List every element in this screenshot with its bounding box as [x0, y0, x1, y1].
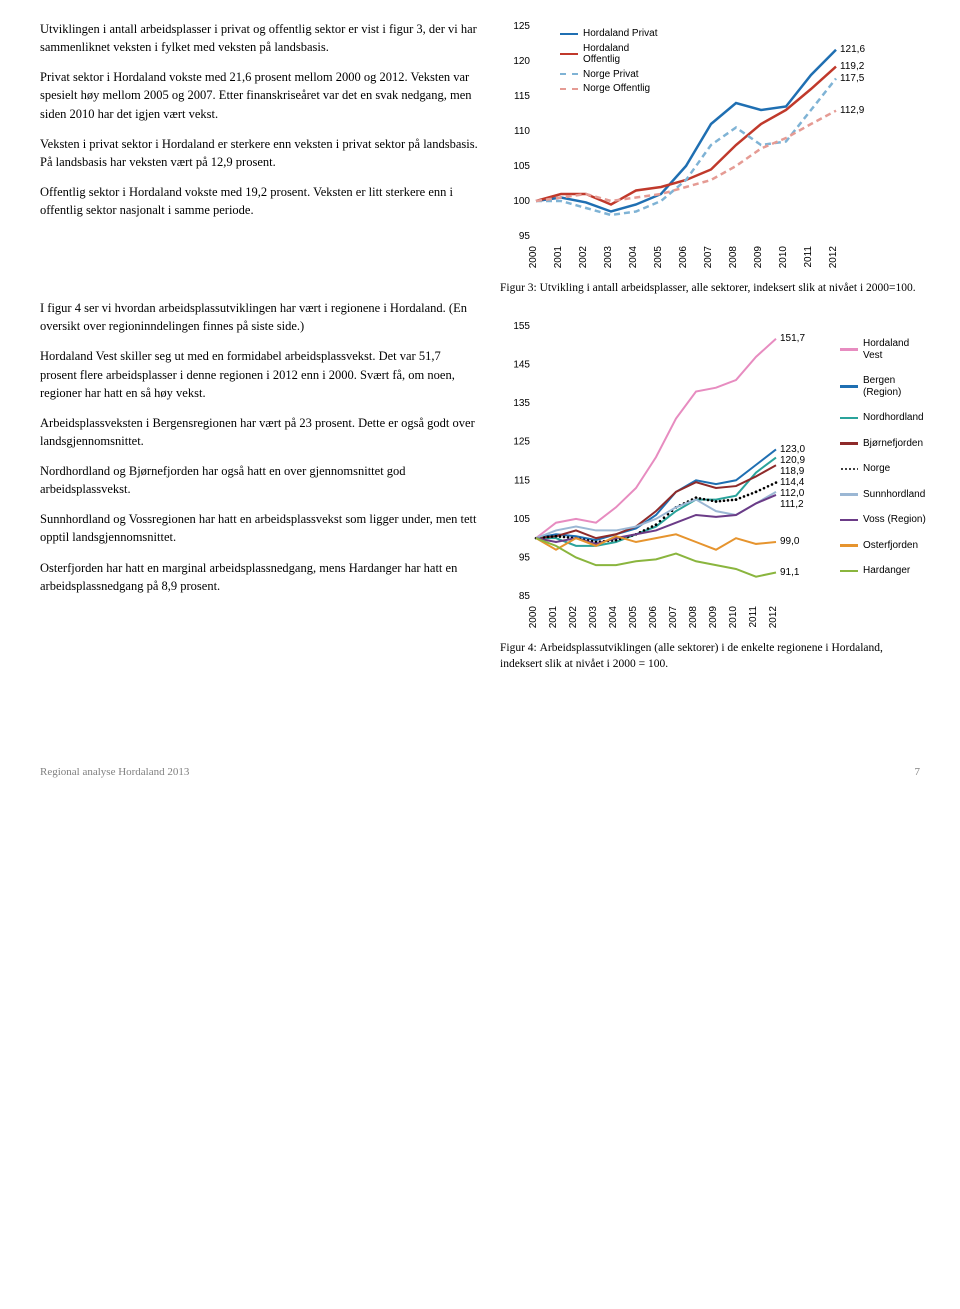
svg-text:2008: 2008	[728, 246, 739, 269]
svg-text:2006: 2006	[678, 246, 689, 269]
svg-text:2005: 2005	[628, 606, 639, 629]
series-end-label: 112,9	[840, 105, 922, 116]
series-end-label: 120,9	[780, 455, 805, 466]
paragraph: Veksten i privat sektor i Hordaland er s…	[40, 135, 480, 171]
svg-text:2001: 2001	[553, 246, 564, 269]
svg-text:2010: 2010	[778, 246, 789, 269]
svg-text:2011: 2011	[748, 606, 759, 628]
svg-text:105: 105	[513, 161, 530, 172]
svg-text:2006: 2006	[648, 606, 659, 629]
legend-item: Sunnhordland	[840, 489, 930, 501]
svg-text:110: 110	[514, 126, 530, 137]
series-end-label: 114,4	[780, 477, 804, 488]
svg-text:135: 135	[513, 398, 530, 409]
svg-text:2003: 2003	[603, 246, 614, 269]
svg-text:115: 115	[514, 91, 530, 102]
paragraph: I figur 4 ser vi hvordan arbeidsplassutv…	[40, 299, 480, 335]
charts-column: 95 100 105 110 115 120 125 2000 2001 2002 2003 2004…	[500, 20, 920, 696]
svg-text:105: 105	[513, 514, 530, 525]
svg-text:2011: 2011	[803, 246, 814, 268]
svg-text:2004: 2004	[608, 606, 619, 629]
svg-text:2002: 2002	[578, 246, 589, 269]
footer-title: Regional analyse Hordaland 2013	[40, 766, 189, 778]
legend-item: Hardanger	[840, 565, 930, 577]
paragraph: Offentlig sektor i Hordaland vokste med …	[40, 183, 480, 219]
series-end-label: 117,5	[840, 73, 922, 84]
page-footer: Regional analyse Hordaland 2013 7	[40, 766, 920, 778]
legend-item: Norge Offentlig	[560, 83, 663, 95]
legend-item: Norge Privat	[560, 69, 663, 81]
svg-text:2003: 2003	[588, 606, 599, 629]
series-end-label: 123,0	[780, 444, 805, 455]
paragraph: Utviklingen i antall arbeidsplasser i pr…	[40, 20, 480, 56]
legend-item: Nordhordland	[840, 412, 930, 424]
legend-item: Bergen (Region)	[840, 375, 930, 398]
svg-text:2010: 2010	[728, 606, 739, 629]
legend-item: Hordaland Vest	[840, 338, 930, 361]
paragraph: Sunnhordland og Vossregionen har hatt en…	[40, 510, 480, 546]
svg-text:115: 115	[514, 475, 530, 486]
page-number: 7	[915, 766, 921, 778]
svg-text:2000: 2000	[528, 606, 539, 629]
svg-text:2007: 2007	[668, 606, 679, 629]
svg-text:145: 145	[513, 360, 530, 371]
svg-text:85: 85	[519, 591, 531, 602]
legend-item: Norge	[840, 463, 930, 475]
legend-item: Voss (Region)	[840, 514, 930, 526]
legend-item: Hordaland Offentlig	[560, 43, 663, 66]
paragraph: Nordhordland og Bjørnefjorden har også h…	[40, 462, 480, 498]
legend-item: Hordaland Privat	[560, 28, 663, 40]
svg-text:2009: 2009	[708, 606, 719, 629]
paragraph: Hordaland Vest skiller seg ut med en for…	[40, 347, 480, 401]
svg-text:2007: 2007	[703, 246, 714, 269]
svg-text:155: 155	[513, 321, 530, 332]
svg-text:120: 120	[513, 56, 530, 67]
svg-text:2004: 2004	[628, 246, 639, 269]
svg-text:95: 95	[519, 231, 531, 242]
svg-text:2012: 2012	[768, 606, 779, 629]
figure-3-chart: 95 100 105 110 115 120 125 2000 2001 2002 2003 2004…	[500, 20, 920, 270]
legend-item: Bjørnefjorden	[840, 438, 930, 450]
series-end-label: 91,1	[780, 567, 799, 578]
legend-item: Osterfjorden	[840, 540, 930, 552]
svg-text:95: 95	[519, 553, 531, 564]
svg-text:2002: 2002	[568, 606, 579, 629]
series-end-label: 119,2	[840, 61, 922, 72]
svg-text:2012: 2012	[828, 246, 839, 269]
series-end-label: 112,0	[780, 488, 804, 499]
series-end-label: 111,2	[780, 499, 804, 510]
figure-4-caption: Figur 4: Arbeidsplassutviklingen (alle s…	[500, 640, 920, 672]
figure-3-caption: Figur 3: Utvikling i antall arbeidsplass…	[500, 280, 920, 296]
figure-4-chart: 85 95 105 115 125 135 145 155 2000 2001 2002 2003 20…	[500, 320, 920, 630]
svg-text:2008: 2008	[688, 606, 699, 629]
paragraph: Osterfjorden har hatt en marginal arbeid…	[40, 559, 480, 595]
series-end-label: 151,7	[780, 333, 805, 344]
series-end-label: 99,0	[780, 536, 799, 547]
svg-text:125: 125	[513, 437, 530, 448]
paragraph: Privat sektor i Hordaland vokste med 21,…	[40, 68, 480, 122]
svg-text:2000: 2000	[528, 246, 539, 269]
svg-text:2001: 2001	[548, 606, 559, 629]
series-end-label: 118,9	[780, 466, 804, 477]
series-end-label: 121,6	[840, 44, 922, 55]
svg-text:100: 100	[513, 196, 530, 207]
text-column: Utviklingen i antall arbeidsplasser i pr…	[40, 20, 480, 696]
svg-text:125: 125	[513, 21, 530, 32]
paragraph: Arbeidsplassveksten i Bergensregionen ha…	[40, 414, 480, 450]
svg-text:2005: 2005	[653, 246, 664, 269]
svg-text:2009: 2009	[753, 246, 764, 269]
